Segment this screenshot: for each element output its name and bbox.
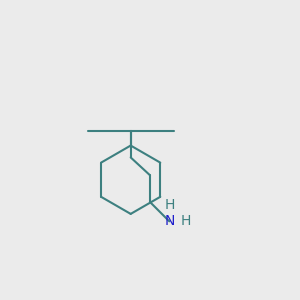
Text: H: H: [181, 214, 191, 228]
Text: H: H: [164, 198, 175, 212]
Text: N: N: [164, 214, 175, 228]
